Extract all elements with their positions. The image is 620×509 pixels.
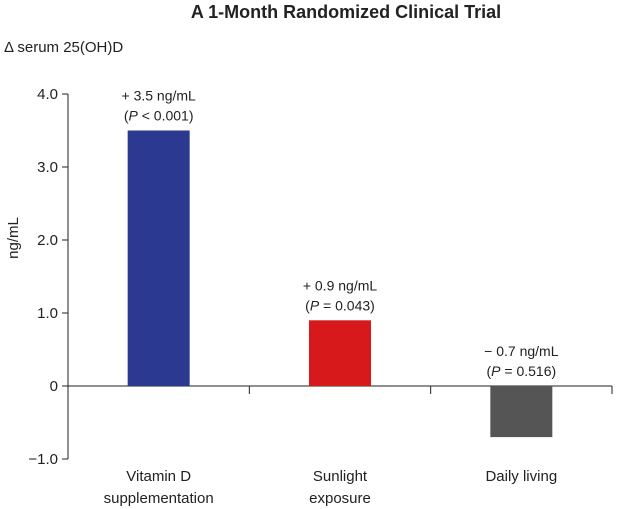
data-label-p-value: (P = 0.516) xyxy=(486,363,556,379)
y-axis-label: ng/mL xyxy=(5,217,22,259)
y-tick-label: 1.0 xyxy=(37,305,58,322)
y-tick-label: −1.0 xyxy=(28,451,58,468)
chart-title: A 1-Month Randomized Clinical Trial xyxy=(191,2,501,22)
x-category-label: Daily living xyxy=(485,468,557,485)
bar xyxy=(127,130,190,386)
y-tick-label: 3.0 xyxy=(37,159,58,176)
y-tick-label: 4.0 xyxy=(37,86,58,103)
y-tick-label: 0 xyxy=(50,378,58,395)
data-label-change: + 0.9 ng/mL xyxy=(303,277,378,293)
data-label-p-value: (P = 0.043) xyxy=(305,297,375,313)
bar xyxy=(490,386,553,438)
y-tick-label: 2.0 xyxy=(37,232,58,249)
x-category-label: Sunlight xyxy=(313,468,368,485)
x-category-label: exposure xyxy=(309,490,371,507)
chart-subtitle: Δ serum 25(OH)D xyxy=(4,39,123,56)
data-label-change: + 3.5 ng/mL xyxy=(122,88,197,104)
x-category-label: supplementation xyxy=(104,490,214,507)
data-label-p-value: (P < 0.001) xyxy=(124,108,194,124)
bar xyxy=(309,320,371,386)
data-label-change: − 0.7 ng/mL xyxy=(484,343,559,359)
plot-area: 4.0 3.0 2.0 1.0 0 −1.0 + 3.5 ng/mL (P < 0.001) V… xyxy=(28,86,613,507)
x-category-label: Vitamin D xyxy=(126,468,191,485)
